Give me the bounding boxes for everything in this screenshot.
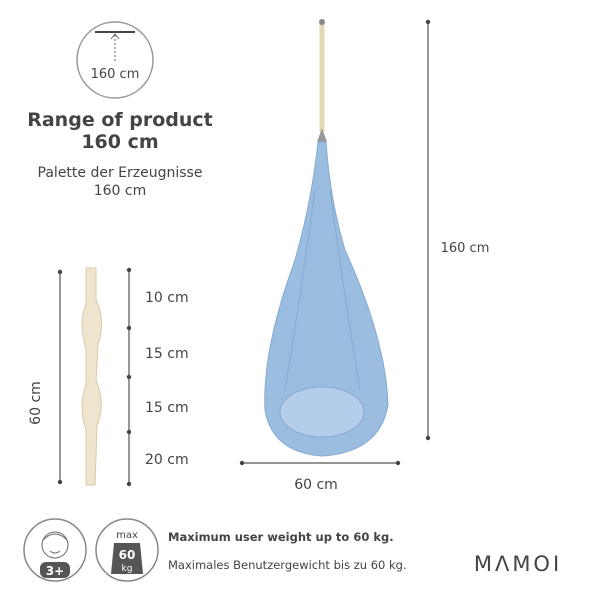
age-label: 3+ xyxy=(46,564,64,578)
weight-badge xyxy=(95,518,159,582)
strap-segment: 15 cm xyxy=(145,400,189,416)
strap-length: 60 cm xyxy=(28,381,44,425)
weight-de: Maximales Benutzergewicht bis zu 60 kg. xyxy=(168,558,407,572)
range-value: 160 cm xyxy=(81,131,158,153)
strap-segment: 20 cm xyxy=(145,452,189,468)
hammock-height: 160 cm xyxy=(441,241,490,256)
strap-drawing xyxy=(57,267,132,487)
brand-logo: MΛMOI xyxy=(474,552,562,576)
range-icon xyxy=(76,21,154,99)
weight-badge-top: max xyxy=(116,530,138,541)
range-icon-label: 160 cm xyxy=(91,67,140,82)
range-value-de: 160 cm xyxy=(94,183,147,199)
strap-segment: 10 cm xyxy=(145,290,189,306)
hammock-drawing xyxy=(239,19,431,466)
range-title: Range of product xyxy=(27,109,213,131)
strap-segment: 15 cm xyxy=(145,346,189,362)
weight-badge-value: 60 xyxy=(119,548,136,562)
range-subtitle-de: Palette der Erzeugnisse xyxy=(38,165,203,181)
hammock-width: 60 cm xyxy=(294,477,338,493)
weight-en: Maximum user weight up to 60 kg. xyxy=(168,530,394,544)
age-badge xyxy=(23,518,87,582)
weight-badge-unit: kg xyxy=(122,564,133,574)
